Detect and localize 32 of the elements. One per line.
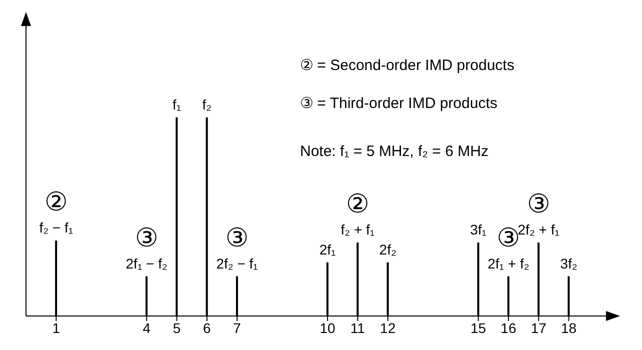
- x-tick-label: 7: [233, 320, 242, 336]
- x-tick-label: 6: [203, 320, 212, 336]
- annotation: f₂ − f₁: [39, 220, 74, 236]
- x-tick-label: 16: [500, 320, 516, 336]
- annotation: 2f₁: [319, 241, 336, 258]
- annotation: 3f₂: [560, 255, 578, 272]
- annotation: f₁: [172, 96, 182, 112]
- x-tick-label: 1: [52, 320, 60, 336]
- annotation: 2f₂: [379, 241, 396, 258]
- annotation: 2f₂ + f₁: [518, 221, 560, 238]
- annotation: 2f₁ + f₂: [488, 255, 530, 272]
- x-tick-label: 10: [320, 320, 336, 336]
- annotation: f₂ + f₁: [340, 221, 375, 238]
- x-tick-label: 4: [142, 320, 151, 336]
- annotation: ③: [526, 189, 550, 220]
- text: ③ = Third-order IMD products: [300, 95, 498, 112]
- x-tick-label: 15: [470, 320, 486, 336]
- x-tick-label: 12: [380, 320, 396, 336]
- annotation: ③: [134, 223, 158, 254]
- annotation: f₂: [202, 96, 212, 112]
- annotation: 3f₁: [470, 221, 487, 238]
- annotation: ②: [44, 188, 68, 218]
- annotation: ③: [225, 223, 249, 254]
- annotation: 2f₂ − f₁: [216, 255, 258, 272]
- x-tick-label: 11: [350, 320, 366, 336]
- x-tick-label: 18: [560, 320, 577, 336]
- x-tick-label: 17: [530, 320, 547, 336]
- annotation: Note: f₁ = 5 MHz, f₂ = 6 MHz: [300, 143, 488, 160]
- annotation: 2f₁ − f₂: [126, 255, 168, 272]
- x-tick-label: 5: [172, 320, 181, 336]
- text: ② = Second-order IMD products: [300, 57, 514, 74]
- annotation: ②: [346, 189, 370, 220]
